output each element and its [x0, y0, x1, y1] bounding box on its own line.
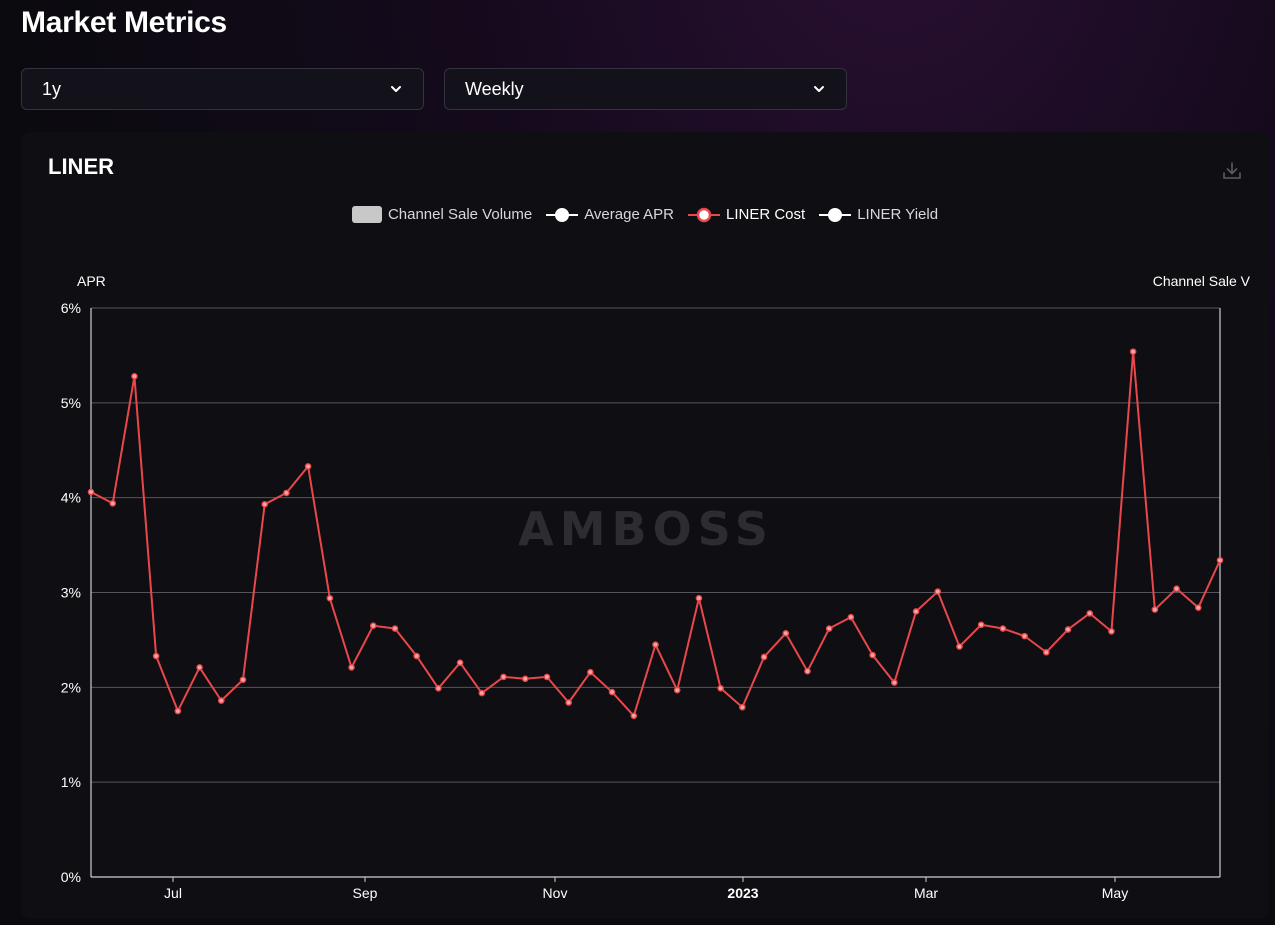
y-tick-label: 5%	[61, 395, 81, 411]
data-point[interactable]	[608, 688, 616, 696]
data-point[interactable]	[174, 707, 182, 715]
y-tick-label: 1%	[61, 774, 81, 790]
legend-label: Channel Sale Volume	[387, 206, 533, 223]
data-point[interactable]	[717, 684, 724, 692]
data-point[interactable]	[435, 684, 442, 692]
data-point[interactable]	[131, 372, 138, 380]
y2-axis-label: Channel Sale V	[1153, 273, 1251, 289]
legend-line-swatch	[819, 207, 852, 222]
data-point[interactable]	[804, 667, 811, 675]
y-tick-label: 0%	[61, 869, 81, 885]
data-point[interactable]	[977, 621, 985, 629]
x-tick-label: Mar	[914, 885, 938, 901]
y-tick-label: 2%	[61, 679, 81, 695]
data-point[interactable]	[304, 463, 312, 470]
data-point[interactable]	[1064, 626, 1072, 633]
chart-card: LINER Channel Sale Volume Average APR LI…	[21, 132, 1269, 919]
page-title: Market Metrics	[21, 6, 227, 39]
data-point[interactable]	[1194, 604, 1202, 611]
legend-line-swatch	[687, 207, 720, 222]
x-tick-label: Jul	[164, 885, 182, 901]
legend-line-swatch	[546, 207, 579, 222]
data-point[interactable]	[261, 501, 268, 508]
data-point[interactable]	[152, 652, 160, 660]
data-point[interactable]	[500, 673, 507, 681]
data-point[interactable]	[109, 500, 117, 507]
y-tick-label: 4%	[61, 490, 81, 506]
data-point[interactable]	[369, 622, 377, 629]
data-point[interactable]	[1086, 610, 1094, 617]
chart-axes: 0% 1% 2% 3% 4% 5% 6% Jul Sep Nov 2023 Mar May	[61, 300, 1221, 901]
interval-select-value: Weekly	[465, 78, 524, 99]
x-tick-label: Nov	[543, 885, 568, 901]
data-point[interactable]	[239, 676, 247, 684]
data-point[interactable]	[1173, 585, 1180, 593]
legend-label: LINER Cost	[725, 206, 806, 223]
data-point[interactable]	[1108, 628, 1115, 635]
data-point[interactable]	[630, 712, 638, 720]
data-point[interactable]	[760, 653, 768, 661]
data-point[interactable]	[912, 608, 920, 615]
data-point[interactable]	[217, 697, 225, 704]
data-point[interactable]	[782, 629, 790, 637]
data-point[interactable]	[283, 489, 290, 497]
data-point[interactable]	[456, 659, 464, 666]
data-point[interactable]	[413, 652, 420, 660]
legend-label: LINER Yield	[857, 206, 939, 223]
legend-item-liner-yield[interactable]: LINER Yield	[819, 206, 938, 223]
chevron-down-icon	[814, 86, 824, 92]
watermark: AMBOSS	[518, 502, 774, 556]
legend-item-average-apr[interactable]: Average APR	[546, 206, 674, 223]
chart-legend: Channel Sale Volume Average APR LINER Co…	[21, 206, 1269, 223]
chevron-down-icon	[391, 86, 401, 92]
data-point[interactable]	[1021, 632, 1028, 640]
legend-item-channel-sale-volume[interactable]: Channel Sale Volume	[351, 206, 533, 223]
legend-swatch-box	[351, 206, 382, 223]
y-axis-label: APR	[77, 273, 106, 289]
data-point[interactable]	[825, 625, 833, 632]
x-tick-label: Sep	[353, 885, 378, 901]
x-tick-label: May	[1102, 885, 1128, 901]
data-point[interactable]	[673, 686, 681, 694]
data-point[interactable]	[391, 625, 399, 632]
legend-label: Average APR	[584, 206, 674, 223]
data-point[interactable]	[934, 588, 942, 595]
data-point[interactable]	[739, 703, 746, 711]
data-point[interactable]	[521, 675, 529, 683]
data-point[interactable]	[326, 594, 334, 602]
data-point[interactable]	[1216, 556, 1224, 564]
data-point[interactable]	[196, 664, 203, 671]
data-point[interactable]	[652, 641, 659, 648]
download-icon[interactable]	[1221, 160, 1243, 182]
data-point[interactable]	[348, 664, 355, 671]
data-point[interactable]	[543, 673, 551, 681]
data-point[interactable]	[1151, 606, 1159, 613]
range-select[interactable]: 1y	[21, 68, 424, 110]
x-tick-label: 2023	[727, 885, 758, 901]
data-point[interactable]	[891, 679, 898, 686]
interval-select[interactable]: Weekly	[444, 68, 847, 110]
data-point[interactable]	[478, 689, 486, 697]
data-point[interactable]	[999, 625, 1007, 632]
series-liner-cost	[87, 348, 1224, 720]
data-point[interactable]	[869, 651, 876, 659]
y-tick-label: 6%	[61, 300, 81, 316]
data-point[interactable]	[1129, 348, 1137, 355]
data-point[interactable]	[847, 613, 855, 621]
data-point[interactable]	[87, 488, 95, 496]
chart-title: LINER	[48, 154, 114, 179]
y-tick-label: 3%	[61, 585, 81, 601]
data-point[interactable]	[1043, 648, 1050, 656]
range-select-value: 1y	[42, 78, 62, 99]
data-point[interactable]	[565, 699, 572, 706]
data-point[interactable]	[695, 594, 703, 602]
data-point[interactable]	[587, 668, 594, 676]
data-point[interactable]	[956, 643, 963, 650]
legend-item-liner-cost[interactable]: LINER Cost	[687, 206, 806, 223]
